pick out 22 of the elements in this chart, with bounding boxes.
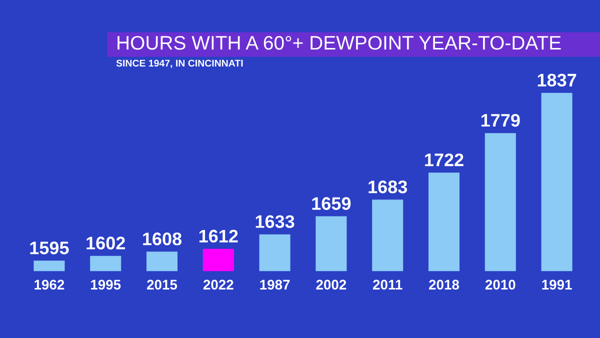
data-label: 1608: [143, 232, 182, 246]
data-label: 1633: [256, 215, 294, 228]
chart-subtitle: SINCE 1947, IN CINCINNATI: [116, 60, 243, 68]
x-tick-label: 1995: [91, 280, 121, 290]
x-tick-label: 1987: [260, 280, 290, 290]
x-tick-label: 1962: [34, 280, 64, 290]
chart-title: HOURS WITH A 60°+ DEWPOINT YEAR-TO-DATE: [118, 36, 561, 50]
data-label: 1683: [368, 180, 408, 194]
data-label: 1659: [312, 197, 351, 210]
x-tick-label: 1991: [542, 280, 572, 290]
x-tick-label: 2022: [203, 280, 234, 290]
data-label: 1595: [30, 242, 69, 254]
data-label: 1722: [425, 153, 464, 166]
x-tick-label: 2015: [147, 280, 178, 290]
data-label: 1602: [86, 236, 125, 250]
data-label: 1837: [538, 74, 576, 87]
x-tick-label: 2002: [316, 280, 346, 290]
x-tick-label: 2018: [429, 280, 460, 290]
data-label: 1612: [199, 230, 238, 243]
data-label: 1779: [481, 114, 520, 127]
x-tick-label: 2011: [373, 280, 402, 290]
x-tick-label: 2010: [485, 280, 516, 290]
